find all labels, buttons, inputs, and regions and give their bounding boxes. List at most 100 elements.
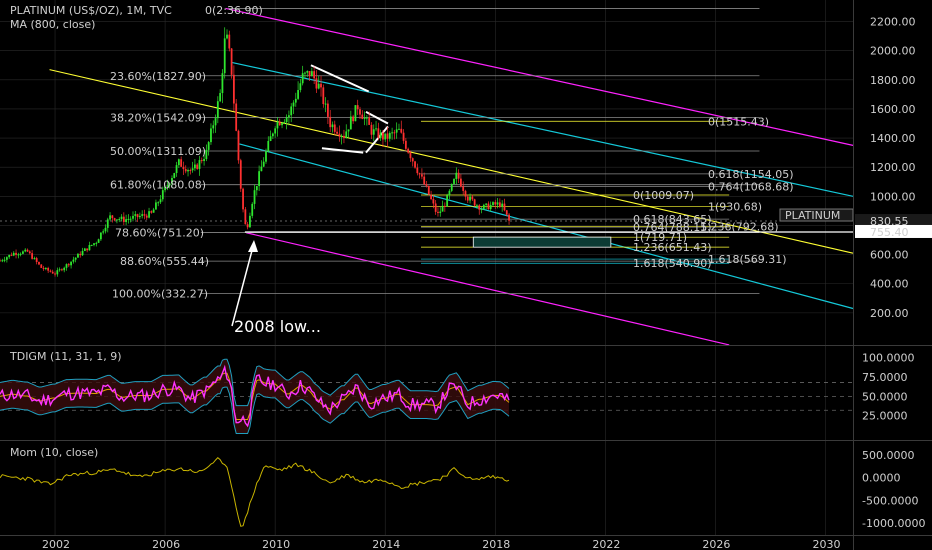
- wedge-line-bottom[interactable]: [321, 147, 364, 154]
- chart-symbol-title: PLATINUM (US$/OZ), 1M, TVC: [10, 4, 172, 17]
- annotation-text: 2008 low...: [234, 317, 321, 336]
- candle-body: [494, 202, 497, 205]
- candle-body: [157, 202, 160, 204]
- candle-body: [150, 211, 153, 213]
- candle-body: [487, 203, 490, 210]
- candle-body: [345, 131, 348, 138]
- candle-body: [171, 178, 173, 184]
- annotation-arrowhead: [248, 240, 258, 252]
- wedge-line-top[interactable]: [310, 64, 370, 93]
- cyan-channel-upper[interactable]: [231, 61, 854, 197]
- candle-body: [503, 203, 506, 211]
- momentum-line: [0, 457, 510, 527]
- candle-body: [143, 214, 146, 216]
- candle-body: [200, 160, 203, 162]
- time-axis[interactable]: 2002 2006 2010 2014 2018 2022 2026 2030: [42, 538, 840, 550]
- annotation-arrow: [231, 242, 255, 327]
- tdi-upper-band: [0, 358, 510, 407]
- candle-body: [205, 149, 208, 159]
- mom-tick-label: 0.0000: [862, 472, 901, 485]
- candle-body: [441, 205, 444, 212]
- candle-body: [333, 124, 336, 132]
- candle-body: [297, 90, 299, 99]
- fib-retracement-label: 61.80%(1080.08): [110, 179, 206, 192]
- wedge-line-bottom2[interactable]: [365, 125, 389, 154]
- candle-body: [322, 87, 325, 105]
- candle-body: [402, 132, 405, 141]
- candle-body: [398, 128, 400, 130]
- candle-body: [253, 190, 256, 204]
- candle-body: [235, 103, 238, 131]
- candle-body: [267, 140, 270, 152]
- drawing-overlays: [0, 7, 854, 346]
- candle-body: [414, 161, 416, 168]
- candle-body: [281, 123, 283, 126]
- magenta-channel-lower[interactable]: [246, 232, 730, 346]
- yellow-channel[interactable]: [49, 69, 854, 254]
- target-zone-box[interactable]: [472, 236, 612, 248]
- candle-body: [132, 215, 134, 219]
- candle-body: [320, 83, 322, 88]
- candle-body: [180, 159, 183, 167]
- candle-body: [508, 214, 510, 221]
- candle-body: [462, 186, 465, 191]
- tdi-price-line: [0, 364, 510, 428]
- candle-body: [138, 215, 141, 218]
- fib-extension-label: 1.618(540.90): [633, 257, 712, 270]
- tdi-market-base: [0, 372, 510, 420]
- candle-body: [159, 199, 162, 203]
- candle-body: [372, 129, 375, 135]
- candle-body: [191, 168, 194, 171]
- candle-body: [51, 271, 54, 274]
- candle-body: [111, 215, 114, 219]
- candle-body: [177, 159, 180, 166]
- candle-body: [384, 133, 387, 140]
- time-tick-label: 2030: [812, 538, 840, 550]
- candle-body: [304, 72, 306, 74]
- candle-body: [127, 218, 130, 220]
- candle-body: [239, 160, 242, 189]
- candle-body: [187, 170, 189, 172]
- wedge-line-top2[interactable]: [365, 110, 389, 125]
- last-price-tag-text: 830.55: [870, 215, 909, 228]
- candle-body: [58, 269, 61, 271]
- candle-body: [437, 211, 439, 213]
- candle-body: [35, 258, 38, 262]
- ma-indicator-title: MA (800, close): [10, 18, 95, 31]
- candle-body: [164, 186, 166, 191]
- magenta-channel-upper[interactable]: [225, 7, 854, 146]
- candle-body: [455, 172, 458, 180]
- tdi-band-fill: [0, 359, 510, 434]
- candle-body: [232, 74, 235, 104]
- tdi-tick-label: 25.0000: [862, 410, 908, 423]
- price-axis[interactable]: 2200.00 2000.00 1800.00 1600.00 1400.00 1200.…: [779, 16, 932, 320]
- candle-body: [168, 183, 171, 186]
- price-tick-label: 400.00: [870, 278, 909, 291]
- candle-body: [95, 242, 98, 244]
- candle-body: [28, 251, 31, 254]
- candle-body: [203, 158, 205, 162]
- candle-body: [416, 167, 419, 174]
- candle-body: [505, 210, 508, 215]
- candle-body: [391, 132, 394, 134]
- mom-tick-label: -1000.0000: [862, 517, 925, 530]
- candle-body: [338, 133, 341, 137]
- candle-body: [354, 105, 357, 122]
- candle-body: [0, 260, 1, 262]
- candle-body: [294, 98, 297, 103]
- candle-body: [473, 199, 476, 206]
- time-tick-label: 2006: [152, 538, 180, 550]
- candle-body: [469, 196, 471, 201]
- candle-body: [496, 202, 499, 205]
- fib-extension-label: 0.618(1154.05): [708, 168, 794, 181]
- candle-body: [196, 164, 199, 169]
- candle-body: [274, 128, 277, 134]
- candle-body: [359, 109, 361, 115]
- candle-body: [498, 202, 501, 207]
- candle-body: [99, 232, 102, 240]
- candle-body: [382, 132, 384, 140]
- fib-extension-label: 1.618(569.31): [708, 253, 787, 266]
- candle-body: [370, 124, 373, 135]
- fib-retracement-label: 50.00%(1311.09): [110, 145, 206, 158]
